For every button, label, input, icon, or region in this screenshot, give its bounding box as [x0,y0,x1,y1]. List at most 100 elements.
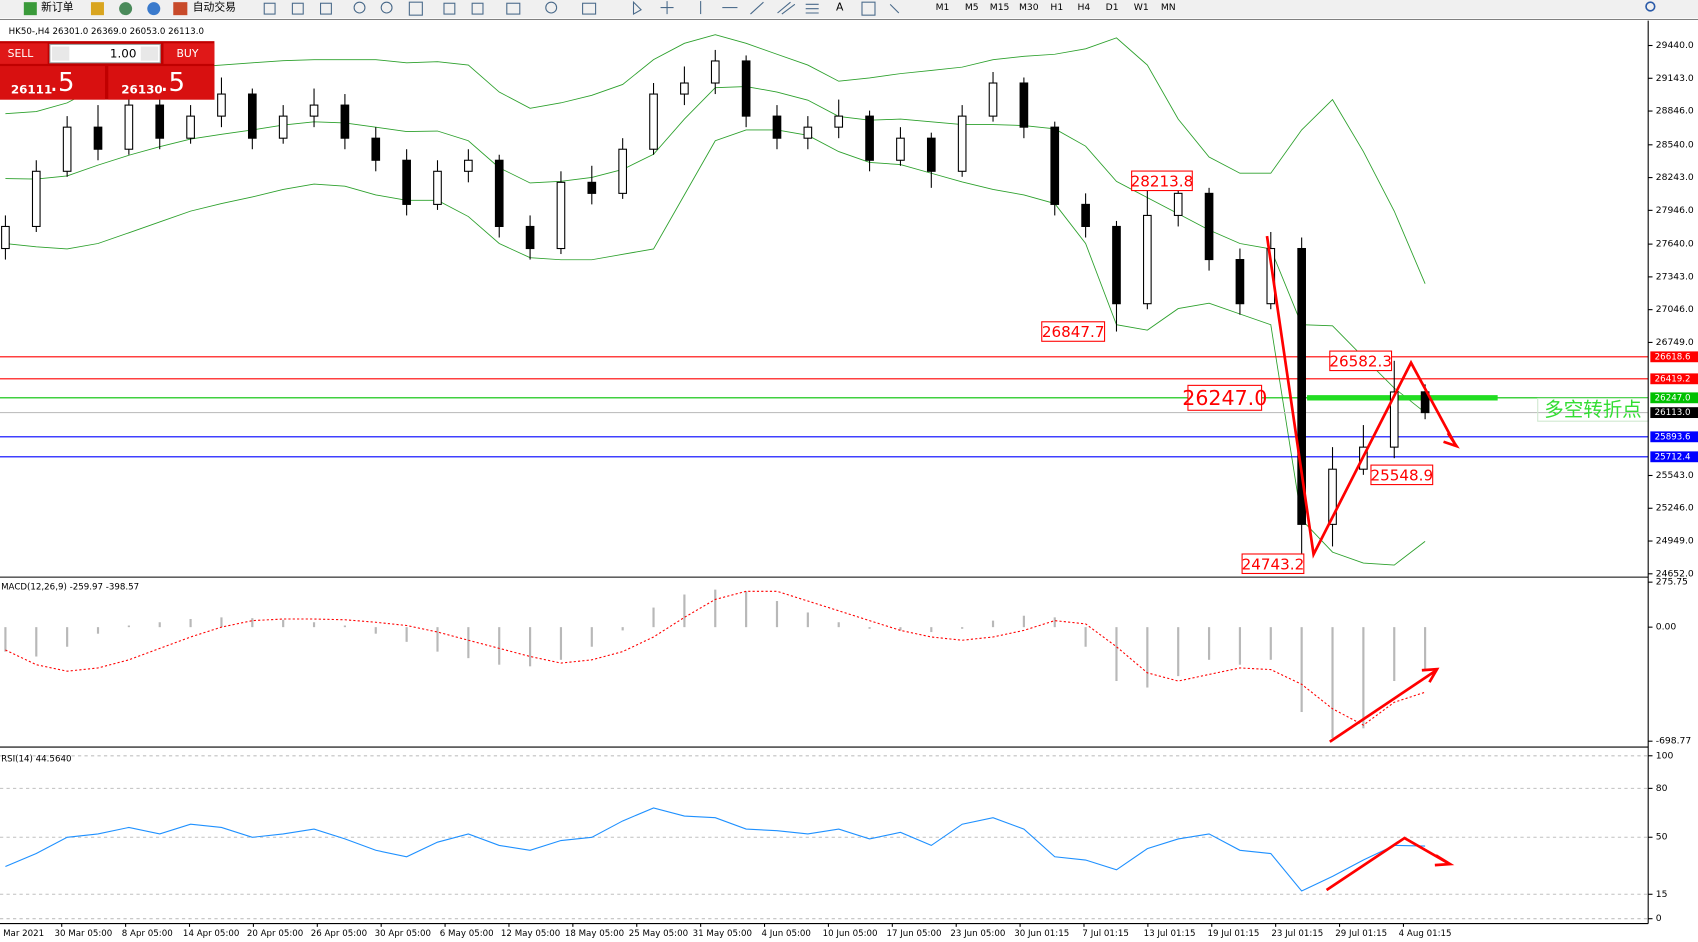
y-tick-label: 100 [1656,750,1674,761]
macd-bar [1424,627,1427,670]
tool-icon[interactable] [506,2,521,15]
auto-trading-icon[interactable] [173,2,188,16]
text-tool-glyph[interactable]: A [836,1,844,14]
y-tick-label: 27343.0 [1656,271,1694,282]
lots-value[interactable]: 1.00 [110,47,137,61]
timeframes: M1 M5 M15 M30 H1 H4 D1 W1 MN [936,2,1176,13]
price-line-label-bg [1650,392,1698,404]
timeframe-button[interactable]: M5 [965,2,979,13]
price-annotation: 25548.9 [1371,466,1434,484]
arrow-head [1421,667,1440,683]
macd-bar [529,627,532,667]
y-tick-label: 24949.0 [1656,536,1694,547]
candle-body [1112,225,1121,305]
bollinger-upper [5,34,1426,284]
auto-trading-button[interactable]: 自动交易 [193,0,236,14]
macd-bar [343,625,346,628]
tool-icon[interactable] [263,2,276,15]
tool-icon[interactable] [582,2,597,15]
timeframe-button[interactable]: M30 [1019,2,1039,13]
cursor-tool[interactable] [632,0,642,16]
sell-label[interactable]: SELL [8,47,34,60]
candle-body [772,115,782,139]
candle-body [31,170,41,228]
sell-pip[interactable]: .5 [50,68,75,98]
indicator-title: MACD(12,26,9) -259.97 -398.57 [1,582,139,592]
macd-bar [1300,627,1303,713]
x-tick-label: 25 May 05:00 [629,929,688,939]
timeframe-button[interactable]: H4 [1077,2,1090,13]
search-icon[interactable] [1645,1,1656,12]
y-tick-label: 50 [1656,832,1668,843]
price-annotation: 24743.2 [1242,555,1305,573]
y-tick-label: -698.77 [1656,736,1692,747]
buy-pip[interactable]: .5 [160,68,185,98]
buy-label[interactable]: BUY [177,47,199,60]
candle-body [1019,82,1029,128]
sell-price-box[interactable] [0,66,106,100]
x-tick-label: 18 May 05:00 [565,929,624,939]
macd-bar [1084,627,1087,647]
trendline-tool[interactable] [750,1,764,15]
candle-body [186,115,195,139]
timeframe-button[interactable]: D1 [1106,2,1119,13]
buy-price[interactable]: 26130 [121,82,162,96]
arrow-tool[interactable] [889,3,900,14]
new-order-button[interactable]: 新订单 [41,0,74,14]
timeframe-button[interactable]: H1 [1050,2,1063,13]
lots-up[interactable] [140,46,159,61]
macd-bar [1269,627,1272,660]
x-tick-label: 23 Jul 01:15 [1271,929,1323,939]
chart-window [0,18,1698,942]
candle-body [1173,192,1183,216]
zoom-out[interactable] [380,1,393,14]
macd-bar [498,627,501,665]
trend-arrow [1265,235,1456,559]
tool-icon[interactable] [408,1,423,16]
tool-icon[interactable] [443,2,456,15]
zoom-in[interactable] [353,1,366,14]
buy-price-box[interactable] [108,66,215,100]
sell-price[interactable]: 26111 [11,82,52,96]
timeframe-button[interactable]: MN [1161,2,1176,13]
macd-bar [837,622,840,628]
macd-bar [127,625,130,628]
price-line-label-bg [1650,373,1698,385]
rsi-arrow [1325,836,1449,892]
candle-body [1266,247,1276,305]
sell-button[interactable] [0,43,48,64]
macd-bar [1053,617,1056,628]
tool-icon[interactable] [291,2,304,15]
lots-field[interactable] [49,43,161,64]
tool-icon[interactable] [545,1,558,14]
price-line-label: 25712.4 [1655,452,1691,462]
timeframe-button[interactable]: W1 [1134,2,1149,13]
price-line-label-bg [1650,351,1698,363]
tool-icon[interactable] [147,2,161,16]
fibo-tool[interactable] [805,3,819,14]
price-annotation: 28213.8 [1131,172,1194,190]
candle-body [1081,203,1090,228]
macd-bar [621,627,624,631]
tool-icon[interactable] [90,2,104,16]
buy-button[interactable] [163,43,215,64]
macd-bar [806,612,809,628]
tool-icon[interactable] [319,2,332,15]
timeframe-button[interactable]: M15 [990,2,1010,13]
lots-down[interactable] [51,46,70,61]
timeframe-button[interactable]: M1 [936,2,950,13]
new-order-icon[interactable] [23,2,37,16]
candle-body [957,115,967,172]
text-label-tool[interactable] [861,1,876,16]
channel-tool[interactable] [777,1,796,15]
price-annotation-box [1370,464,1434,486]
candle-body [93,126,103,150]
price-line-label: 26113.0 [1655,408,1691,418]
x-tick-label: 3 Mar 2021 [0,929,44,939]
crosshair-tool[interactable] [660,1,674,15]
tool-icon[interactable] [119,2,133,16]
tool-icon[interactable] [471,2,484,15]
y-tick-label: 28846.0 [1656,106,1694,117]
